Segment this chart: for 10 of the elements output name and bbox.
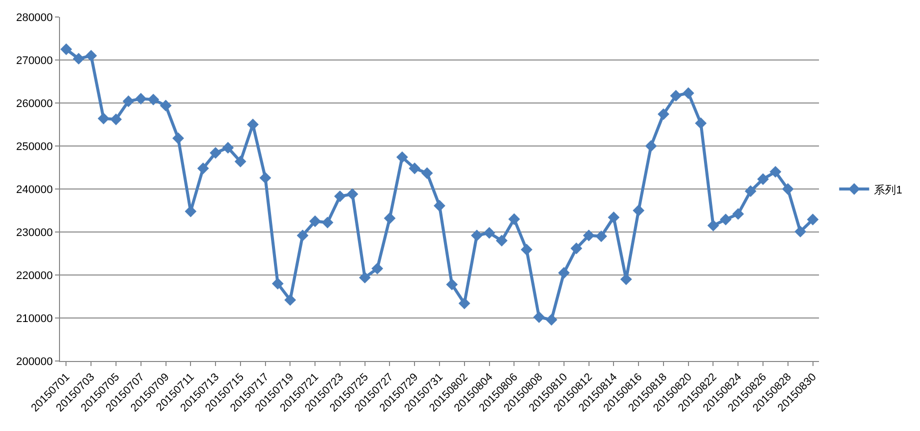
y-tick-label: 280000 xyxy=(16,12,53,24)
y-tick-label: 200000 xyxy=(16,356,53,368)
y-tick-label: 270000 xyxy=(16,54,53,67)
y-tick-label: 240000 xyxy=(16,184,53,196)
y-tick-label: 260000 xyxy=(16,98,53,110)
y-tick-label: 230000 xyxy=(16,226,53,239)
y-tick-label: 210000 xyxy=(16,312,53,325)
legend-label: 系列1 xyxy=(874,183,902,196)
y-tick-label: 250000 xyxy=(16,140,53,153)
y-tick-label: 220000 xyxy=(16,270,53,282)
